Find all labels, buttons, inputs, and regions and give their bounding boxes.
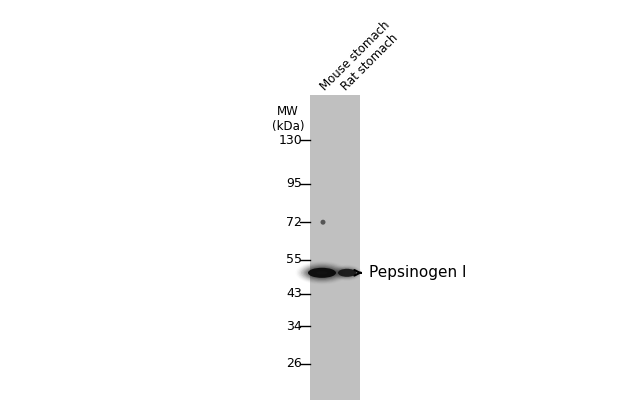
Text: 130: 130: [278, 134, 302, 147]
Ellipse shape: [308, 268, 336, 278]
Text: Rat stomach: Rat stomach: [339, 31, 401, 93]
Text: 34: 34: [286, 320, 302, 333]
Text: 95: 95: [286, 177, 302, 190]
Ellipse shape: [337, 268, 357, 277]
Ellipse shape: [305, 266, 339, 279]
Ellipse shape: [301, 264, 343, 282]
Text: 55: 55: [286, 253, 302, 266]
Ellipse shape: [338, 269, 356, 277]
Ellipse shape: [338, 269, 356, 277]
Text: Pepsinogen I: Pepsinogen I: [369, 265, 467, 280]
Text: 72: 72: [286, 215, 302, 229]
Bar: [310, 95, 360, 400]
Text: Mouse stomach: Mouse stomach: [318, 18, 392, 93]
Ellipse shape: [307, 267, 337, 279]
Ellipse shape: [321, 220, 326, 225]
Ellipse shape: [336, 267, 358, 278]
Text: MW
(kDa): MW (kDa): [272, 105, 304, 133]
Text: 43: 43: [286, 287, 302, 300]
Ellipse shape: [316, 271, 328, 275]
Ellipse shape: [300, 263, 344, 282]
Text: 26: 26: [286, 357, 302, 370]
Ellipse shape: [335, 267, 358, 279]
Ellipse shape: [302, 265, 342, 281]
Ellipse shape: [304, 265, 340, 280]
Ellipse shape: [308, 268, 336, 278]
Ellipse shape: [334, 266, 360, 279]
